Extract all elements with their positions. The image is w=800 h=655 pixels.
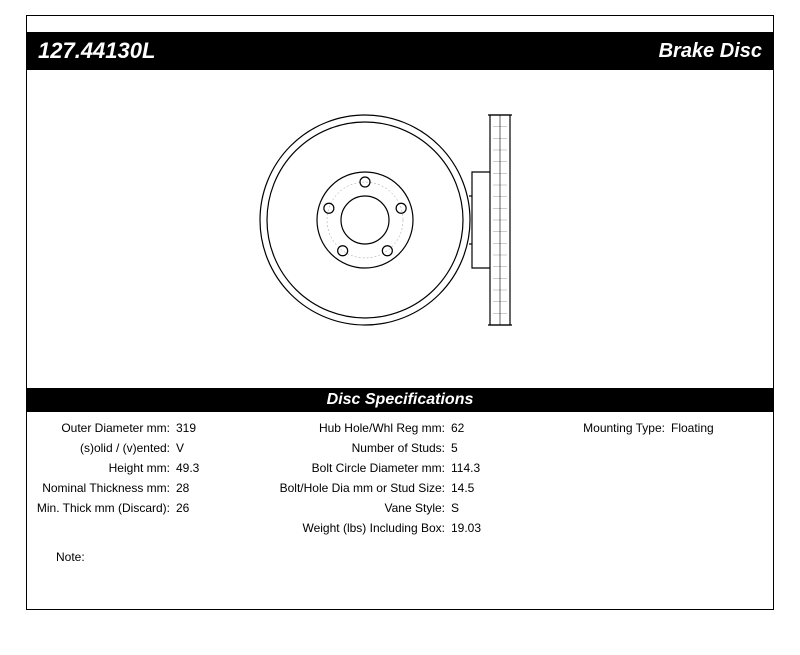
spec-label: Mounting Type: [566, 420, 671, 436]
spec-row: Vane Style:S [256, 500, 566, 516]
spec-label: Nominal Thickness mm: [26, 480, 176, 496]
spec-value: V [176, 440, 184, 456]
spec-value: 14.5 [451, 480, 474, 496]
spec-value: 62 [451, 420, 464, 436]
spec-value: 114.3 [451, 460, 480, 476]
spec-row: Bolt/Hole Dia mm or Stud Size:14.5 [256, 480, 566, 496]
spec-value: S [451, 500, 459, 516]
spec-value: 5 [451, 440, 458, 456]
spec-column-3: Mounting Type:Floating [566, 414, 774, 536]
product-type: Brake Disc [659, 40, 762, 63]
spec-label: Number of Studs: [256, 440, 451, 456]
note-label: Note: [56, 550, 85, 564]
spec-label: (s)olid / (v)ented: [26, 440, 176, 456]
drawing-area [26, 70, 774, 385]
spec-label: Hub Hole/Whl Reg mm: [256, 420, 451, 436]
spec-value: 19.03 [451, 520, 481, 536]
spec-column-1: Outer Diameter mm:319(s)olid / (v)ented:… [26, 414, 256, 536]
spec-row: Outer Diameter mm:319 [26, 420, 256, 436]
spec-column-2: Hub Hole/Whl Reg mm:62Number of Studs:5B… [256, 414, 566, 536]
spec-value: 28 [176, 480, 189, 496]
spec-label: Weight (lbs) Including Box: [256, 520, 451, 536]
spec-label: Bolt Circle Diameter mm: [256, 460, 451, 476]
spec-label: Height mm: [26, 460, 176, 476]
spec-label: Outer Diameter mm: [26, 420, 176, 436]
spec-row: Number of Studs:5 [256, 440, 566, 456]
spec-value: 49.3 [176, 460, 199, 476]
spec-row: Hub Hole/Whl Reg mm:62 [256, 420, 566, 436]
spec-label: Bolt/Hole Dia mm or Stud Size: [256, 480, 451, 496]
spec-table: Outer Diameter mm:319(s)olid / (v)ented:… [26, 414, 774, 536]
spec-label: Vane Style: [256, 500, 451, 516]
spec-row: Nominal Thickness mm:28 [26, 480, 256, 496]
spec-row: Mounting Type:Floating [566, 420, 774, 436]
spec-row: Min. Thick mm (Discard):26 [26, 500, 256, 516]
spec-value: 26 [176, 500, 189, 516]
note-row: Note: [26, 550, 85, 564]
spec-row: Bolt Circle Diameter mm:114.3 [256, 460, 566, 476]
spec-row: Height mm:49.3 [26, 460, 256, 476]
spec-value: 319 [176, 420, 196, 436]
spec-row: (s)olid / (v)ented:V [26, 440, 256, 456]
part-number: 127.44130L [38, 38, 155, 64]
spec-header: Disc Specifications [26, 388, 774, 412]
title-bar: 127.44130L Brake Disc [26, 32, 774, 70]
spec-label: Min. Thick mm (Discard): [26, 500, 176, 516]
spec-value: Floating [671, 420, 714, 436]
brake-disc-drawing [235, 100, 565, 340]
spec-row: Weight (lbs) Including Box:19.03 [256, 520, 566, 536]
